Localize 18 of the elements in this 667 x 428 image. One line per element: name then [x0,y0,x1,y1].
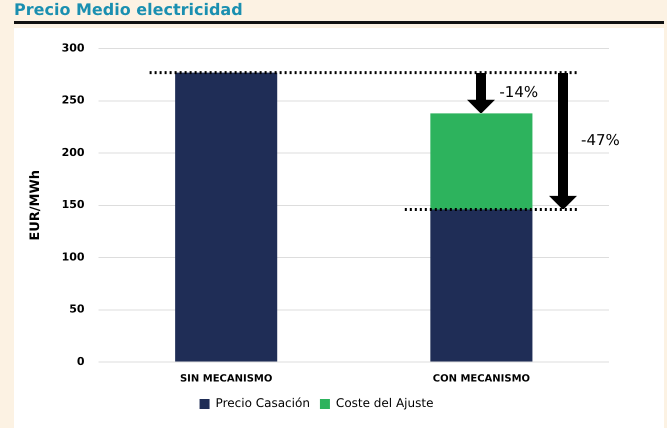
chart-title: Precio Medio electricidad [14,0,243,20]
y-tick-label: 200 [62,146,85,159]
bar [175,72,278,362]
x-tick-label: CON MECANISMO [432,374,530,385]
y-axis-title: EUR/MWh [28,170,44,241]
annotation: -47% [581,130,620,149]
legend-label: Coste del Ajuste [336,396,434,410]
x-tick-label: SIN MECANISMO [180,374,272,385]
y-tick-label: 100 [62,250,85,264]
bar [430,113,532,210]
y-tick-label: 50 [69,302,85,316]
y-tick-label: 0 [76,354,85,368]
y-tick-label: 300 [62,41,85,54]
y-tick-label: 150 [62,198,85,212]
bar [430,209,532,362]
legend-label: Precio Casación [216,396,310,410]
annotation: -14% [499,82,538,101]
y-tick-label: 250 [62,94,85,107]
